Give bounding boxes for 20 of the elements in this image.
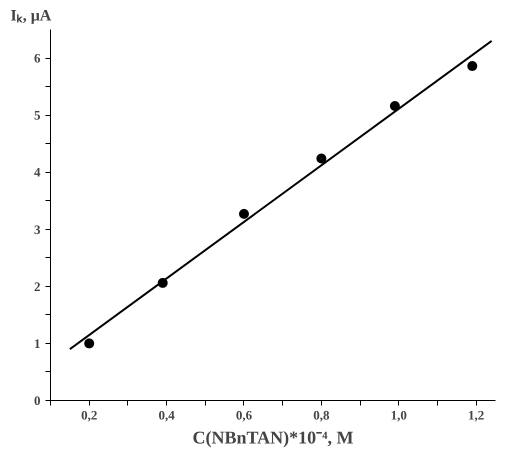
x-tick-label: 0,4 [158, 408, 176, 422]
y-tick-label: 5 [34, 108, 41, 123]
y-tick-label: 1 [34, 336, 40, 351]
x-tick-label: 0,8 [313, 408, 330, 422]
x-axis-title: C(NBnTAN)*10⁻⁴, M [192, 428, 354, 448]
point [467, 61, 478, 72]
x-tick-label: 1,2 [468, 408, 484, 422]
y-tick-label: 6 [34, 50, 41, 66]
x-tick-label: 0,2 [81, 408, 98, 422]
point [316, 154, 326, 164]
x-tick-label: 1,0 [390, 408, 407, 422]
y-tick-label: 4 [34, 164, 41, 180]
y-tick-label: 0 [34, 393, 40, 408]
point [238, 208, 249, 219]
x-tick-label: 0,6 [236, 408, 253, 422]
point [390, 100, 400, 111]
point [84, 338, 94, 348]
y-tick-label: 3 [34, 222, 41, 237]
y-axis-title: Iₖ, μA [10, 8, 52, 24]
y-tick-label: 2 [34, 278, 40, 294]
